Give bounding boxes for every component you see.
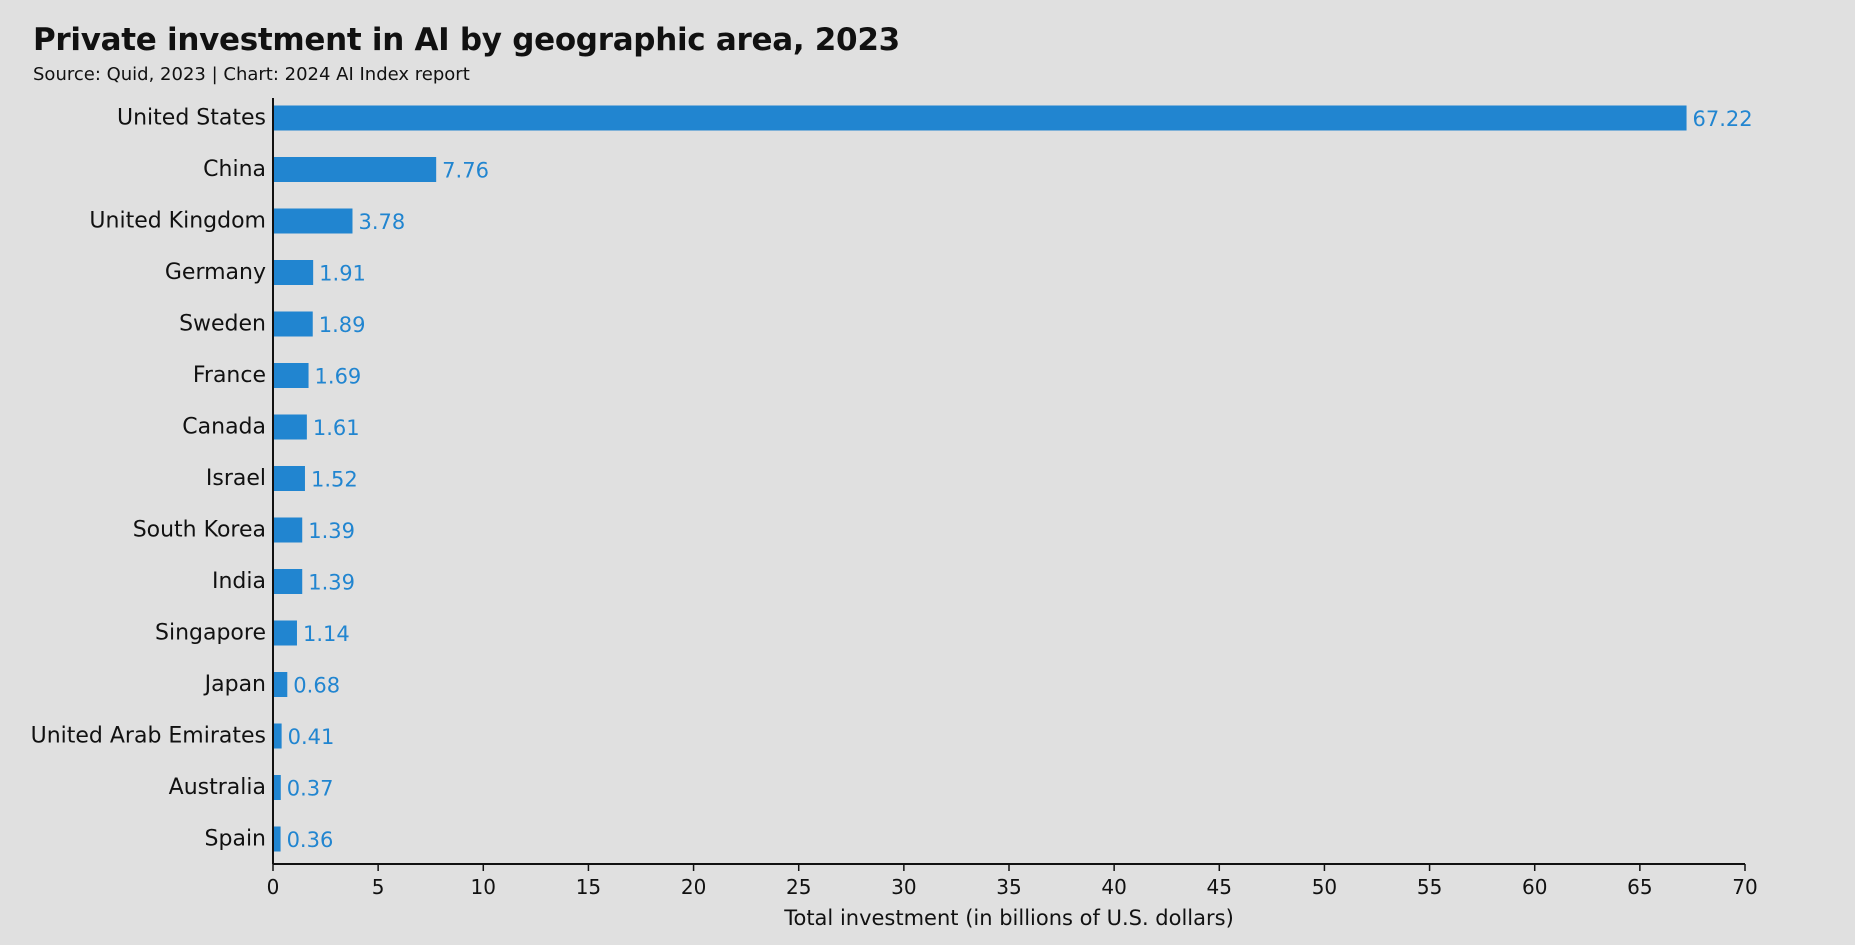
x-tick-label-3: 15 xyxy=(576,875,601,899)
value-label-11: 0.68 xyxy=(293,674,340,698)
bar-7 xyxy=(273,466,305,491)
value-label-5: 1.69 xyxy=(315,365,362,389)
category-label-11: Japan xyxy=(203,672,266,697)
bar-5 xyxy=(273,363,309,388)
bar-10 xyxy=(273,620,297,646)
bar-3 xyxy=(273,260,314,285)
bar-12 xyxy=(273,723,282,749)
x-tick-label-1: 5 xyxy=(372,875,385,899)
value-label-4: 1.89 xyxy=(319,313,366,337)
value-labels: 67.22 7.76 3.78 1.91 1.89 1.69 1.61 1.52 1.39 1.3… xyxy=(287,107,1753,852)
x-axis-ticks: 0 5 10 15 20 25 30 35 40 45 50 55 60 65 70 xyxy=(267,864,1758,899)
x-tick-label-7: 35 xyxy=(996,875,1021,899)
category-label-2: United Kingdom xyxy=(89,209,266,234)
value-label-6: 1.61 xyxy=(313,416,360,440)
category-labels: United States China United Kingdom Germany S… xyxy=(31,106,266,852)
category-label-13: Australia xyxy=(169,775,266,800)
bar-14 xyxy=(273,826,281,852)
x-tick-label-8: 40 xyxy=(1101,875,1126,899)
value-label-8: 1.39 xyxy=(308,519,355,543)
value-label-10: 1.14 xyxy=(303,622,350,646)
x-tick-label-9: 45 xyxy=(1207,875,1232,899)
x-tick-label-0: 0 xyxy=(267,875,280,899)
chart-subtitle: Source: Quid, 2023 | Chart: 2024 AI Inde… xyxy=(33,64,470,85)
bar-4 xyxy=(273,311,313,337)
value-label-13: 0.37 xyxy=(287,777,334,801)
x-tick-label-6: 30 xyxy=(891,875,916,899)
category-label-8: South Korea xyxy=(133,518,266,543)
category-label-12: United Arab Emirates xyxy=(31,724,266,749)
category-label-10: Singapore xyxy=(155,621,266,646)
bar-8 xyxy=(273,517,303,543)
x-tick-label-14: 70 xyxy=(1732,875,1757,899)
category-label-14: Spain xyxy=(205,827,266,852)
category-label-5: France xyxy=(193,363,266,388)
bar-1 xyxy=(273,157,437,182)
category-label-4: Sweden xyxy=(179,312,266,337)
x-tick-label-11: 55 xyxy=(1417,875,1442,899)
value-label-7: 1.52 xyxy=(311,468,358,492)
value-label-3: 1.91 xyxy=(319,262,366,286)
category-label-0: United States xyxy=(117,106,266,131)
bar-11 xyxy=(273,672,288,697)
category-label-1: China xyxy=(203,157,266,182)
value-label-2: 3.78 xyxy=(358,210,405,234)
category-label-7: Israel xyxy=(206,466,266,491)
x-tick-label-10: 50 xyxy=(1312,875,1337,899)
chart-title: Private investment in AI by geographic a… xyxy=(33,22,900,58)
bars-layer xyxy=(273,105,1687,852)
bar-0 xyxy=(273,105,1687,131)
value-label-12: 0.41 xyxy=(288,725,335,749)
x-axis-title: Total investment (in billions of U.S. do… xyxy=(783,906,1234,930)
x-tick-label-12: 60 xyxy=(1522,875,1547,899)
category-label-9: India xyxy=(212,569,266,594)
category-label-3: Germany xyxy=(165,260,266,285)
x-tick-label-5: 25 xyxy=(786,875,811,899)
value-label-1: 7.76 xyxy=(442,159,489,183)
value-label-9: 1.39 xyxy=(308,571,355,595)
x-tick-label-4: 20 xyxy=(681,875,706,899)
bar-13 xyxy=(273,775,281,800)
value-label-0: 67.22 xyxy=(1693,107,1753,131)
bar-9 xyxy=(273,569,303,594)
category-label-6: Canada xyxy=(182,415,266,440)
x-tick-label-2: 10 xyxy=(471,875,496,899)
value-label-14: 0.36 xyxy=(287,828,334,852)
x-tick-label-13: 65 xyxy=(1627,875,1652,899)
bar-6 xyxy=(273,414,307,440)
bar-2 xyxy=(273,208,353,234)
